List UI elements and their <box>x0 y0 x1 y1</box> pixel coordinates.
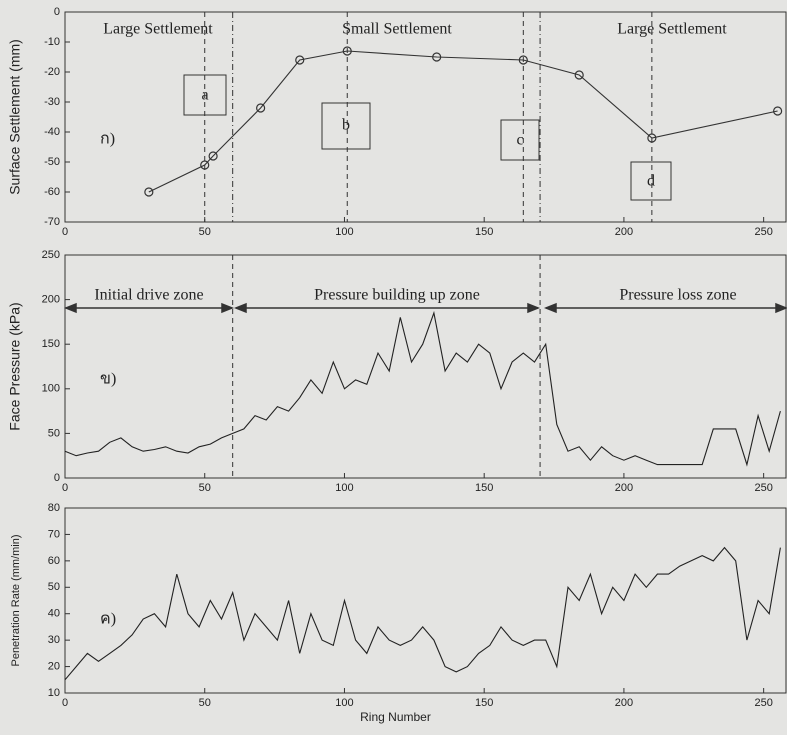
y-tick-label: 0 <box>54 472 60 484</box>
y-tick-label: -50 <box>44 156 60 168</box>
y-axis-title: Penetration Rate (mm/min) <box>10 534 22 666</box>
zone-label: Initial drive zone <box>94 287 203 304</box>
y-tick-label: 100 <box>42 383 60 395</box>
x-tick-label: 150 <box>475 482 493 494</box>
x-tick-label: 50 <box>199 482 211 494</box>
data-point <box>574 70 584 80</box>
y-tick-label: 50 <box>48 581 60 593</box>
plot-frame <box>64 507 787 694</box>
x-tick-label: 100 <box>335 482 353 494</box>
data-line <box>64 310 781 467</box>
y-tick-label: 40 <box>48 608 60 620</box>
panel-label: ค) <box>100 611 116 628</box>
y-axis-title: Surface Settlement (mm) <box>7 39 23 195</box>
y-tick-label: 30 <box>48 634 60 646</box>
y-tick-label: -20 <box>44 66 60 78</box>
y-tick-label: 0 <box>54 6 60 18</box>
y-tick-label: 250 <box>42 249 60 261</box>
x-tick-label: 200 <box>615 482 633 494</box>
x-tick-label: 100 <box>335 697 353 709</box>
data-point <box>144 187 154 197</box>
y-tick-label: -40 <box>44 126 60 138</box>
data-line <box>64 546 781 681</box>
zone-label: Small Settlement <box>342 21 452 38</box>
y-tick-label: -60 <box>44 186 60 198</box>
x-tick-label: 200 <box>615 226 633 238</box>
annotation-box <box>321 102 371 150</box>
zone-arrows <box>63 302 787 314</box>
box-label: b <box>342 117 350 134</box>
y-tick-label: 20 <box>48 660 60 672</box>
x-tick-label: 50 <box>199 697 211 709</box>
data-point <box>518 55 528 65</box>
y-tick-label: 150 <box>42 338 60 350</box>
data-point <box>208 151 218 161</box>
zone-label: Pressure loss zone <box>619 287 736 304</box>
y-tick-label: 80 <box>48 502 60 514</box>
y-tick-label: -30 <box>44 96 60 108</box>
y-tick-label: -70 <box>44 216 60 228</box>
data-point <box>432 52 442 62</box>
zone-label: Pressure building up zone <box>314 287 480 304</box>
annotation-box <box>630 161 672 201</box>
panel-label: ก) <box>100 131 115 148</box>
x-tick-label: 150 <box>475 226 493 238</box>
x-tick-label: 250 <box>754 482 772 494</box>
y-tick-label: 70 <box>48 528 60 540</box>
data-point <box>647 133 657 143</box>
y-tick-label: 60 <box>48 555 60 567</box>
data-point <box>200 160 210 170</box>
box-label: d <box>647 173 655 190</box>
data-point <box>342 46 352 56</box>
y-axis-title: Face Pressure (kPa) <box>7 302 23 430</box>
panel-label: ข) <box>100 371 116 388</box>
box-label: c <box>516 132 523 149</box>
plot-frame <box>64 11 787 223</box>
data-point <box>295 55 305 65</box>
data-point <box>256 103 266 113</box>
y-tick-label: 50 <box>48 427 60 439</box>
y-tick-label: 200 <box>42 294 60 306</box>
zone-label: Large Settlement <box>617 21 727 38</box>
x-tick-label: 150 <box>475 697 493 709</box>
x-tick-label: 200 <box>615 697 633 709</box>
y-tick-label: -10 <box>44 36 60 48</box>
plot-frame <box>64 254 787 479</box>
x-tick-label: 0 <box>62 482 68 494</box>
y-tick-label: 10 <box>48 687 60 699</box>
x-tick-label: 0 <box>62 697 68 709</box>
zone-label: Large Settlement <box>103 21 213 38</box>
x-axis-title: Ring Number <box>360 710 431 724</box>
x-tick-label: 250 <box>754 226 772 238</box>
data-point <box>773 106 783 116</box>
annotation-box <box>500 119 540 161</box>
x-tick-label: 0 <box>62 226 68 238</box>
x-tick-label: 250 <box>754 697 772 709</box>
x-tick-label: 50 <box>199 226 211 238</box>
x-tick-label: 100 <box>335 226 353 238</box>
